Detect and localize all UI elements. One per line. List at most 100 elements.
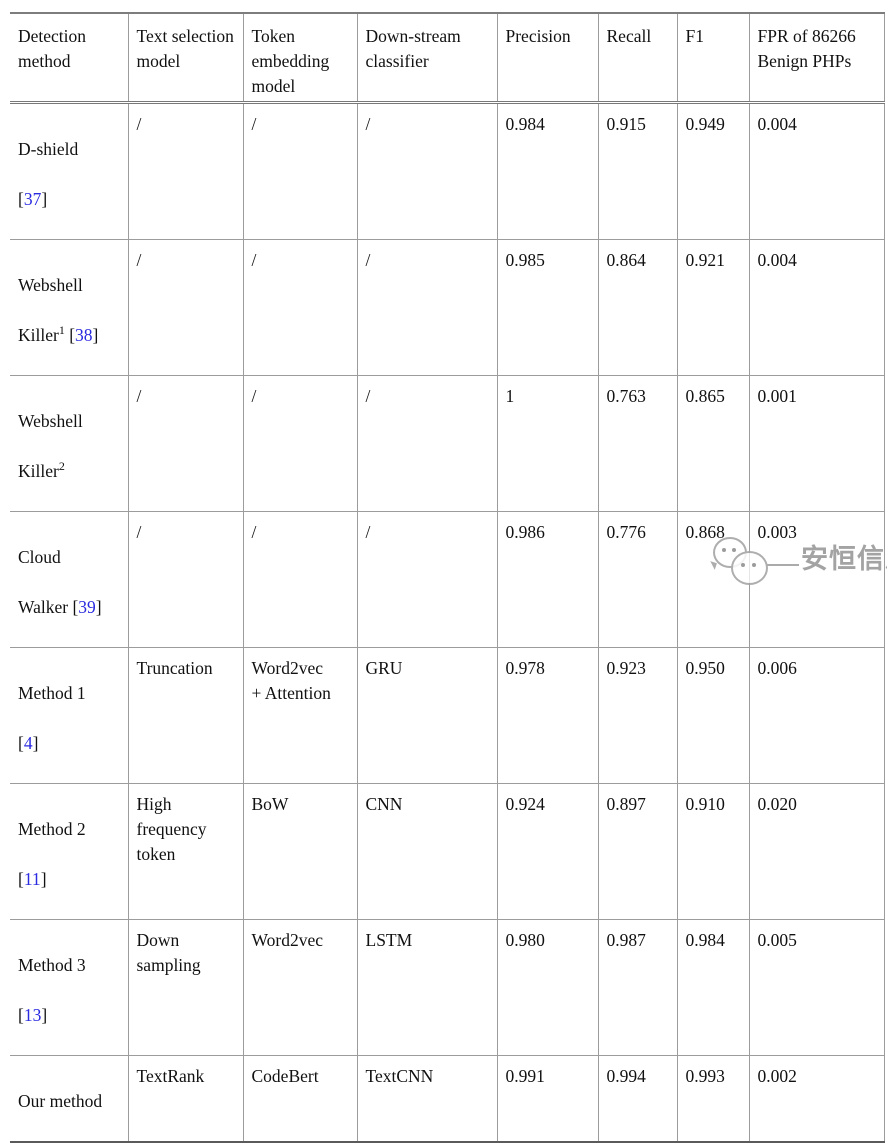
cell-method: D-shield [37] (10, 102, 129, 240)
cell-fpr: 0.003 (749, 511, 885, 648)
cell-recall: 0.994 (598, 1055, 678, 1143)
cell-precision: 1 (497, 375, 599, 512)
method-name: D-shield (18, 139, 79, 159)
results-table: Detection method Text selection model To… (10, 12, 885, 1143)
method-name: Webshell (18, 275, 83, 295)
cell-precision: 0.985 (497, 239, 599, 376)
cell-classifier: / (357, 239, 498, 376)
table-row: D-shield [37] / / / 0.984 0.915 0.949 0.… (10, 102, 885, 240)
cell-fpr: 0.004 (749, 102, 885, 240)
cell-f1: 0.949 (677, 102, 750, 240)
cell-method: Webshell Killer2 (10, 375, 129, 512)
cell-recall: 0.776 (598, 511, 678, 648)
method-name: Cloud (18, 547, 61, 567)
cell-f1: 0.865 (677, 375, 750, 512)
cell-classifier: CNN (357, 783, 498, 920)
cell-classifier: GRU (357, 647, 498, 784)
table-row: Our method TextRank CodeBert TextCNN 0.9… (10, 1055, 885, 1143)
cell-method: Webshell Killer1 [38] (10, 239, 129, 376)
col-header-precision: Precision (497, 13, 599, 104)
cell-token-embedding: CodeBert (243, 1055, 358, 1143)
method-line2: [37] (18, 189, 48, 209)
cell-text-selection: / (128, 511, 244, 648)
method-name: Our method (18, 1091, 103, 1111)
cell-method: Our method (10, 1055, 129, 1143)
method-line2: [13] (18, 1005, 48, 1025)
method-line2: Killer2 (18, 459, 65, 481)
method-line2: [4] (18, 733, 39, 753)
cell-text-selection: TextRank (128, 1055, 244, 1143)
cell-token-embedding: / (243, 102, 358, 240)
cell-token-embedding: / (243, 375, 358, 512)
cell-text-selection: / (128, 375, 244, 512)
header-row: Detection method Text selection model To… (10, 13, 885, 104)
col-header-fpr: FPR of 86266 Benign PHPs (749, 13, 885, 104)
cell-f1: 0.993 (677, 1055, 750, 1143)
cell-classifier: / (357, 102, 498, 240)
method-name: Method 3 (18, 955, 86, 975)
cell-token-embedding: Word2vec (243, 919, 358, 1056)
cell-classifier: / (357, 375, 498, 512)
cell-text-selection: / (128, 102, 244, 240)
table-row: Webshell Killer2 / / / 1 0.763 0.865 0.0… (10, 375, 885, 512)
cell-recall: 0.923 (598, 647, 678, 784)
cell-precision: 0.980 (497, 919, 599, 1056)
cell-fpr: 0.004 (749, 239, 885, 376)
table-row: Method 1 [4] Truncation Word2vec + Atten… (10, 647, 885, 784)
cell-recall: 0.897 (598, 783, 678, 920)
cell-method: Method 1 [4] (10, 647, 129, 784)
cell-f1: 0.910 (677, 783, 750, 920)
cell-precision: 0.924 (497, 783, 599, 920)
cell-fpr: 0.005 (749, 919, 885, 1056)
cell-method: Method 2 [11] (10, 783, 129, 920)
citation-link[interactable]: 38 (75, 325, 93, 345)
cell-text-selection: Truncation (128, 647, 244, 784)
cell-recall: 0.987 (598, 919, 678, 1056)
cell-token-embedding: Word2vec + Attention (243, 647, 358, 784)
cell-method: Cloud Walker [39] (10, 511, 129, 648)
table-row: Cloud Walker [39] / / / 0.986 0.776 0.86… (10, 511, 885, 648)
cell-method: Method 3 [13] (10, 919, 129, 1056)
cell-token-embedding: / (243, 511, 358, 648)
cell-precision: 0.984 (497, 102, 599, 240)
col-header-token-embedding-model: Token embedding model (243, 13, 358, 104)
cell-fpr: 0.020 (749, 783, 885, 920)
table-row: Method 2 [11] High frequency token BoW C… (10, 783, 885, 920)
method-name: Method 2 (18, 819, 86, 839)
method-line2: Killer1 [38] (18, 323, 99, 345)
cell-classifier: / (357, 511, 498, 648)
cell-fpr: 0.001 (749, 375, 885, 512)
cell-token-embedding: BoW (243, 783, 358, 920)
col-header-recall: Recall (598, 13, 678, 104)
cell-precision: 0.991 (497, 1055, 599, 1143)
citation-link[interactable]: 13 (23, 1005, 42, 1025)
method-line2: Walker [39] (18, 597, 102, 617)
cell-precision: 0.986 (497, 511, 599, 648)
cell-fpr: 0.002 (749, 1055, 885, 1143)
cell-fpr: 0.006 (749, 647, 885, 784)
col-header-f1: F1 (677, 13, 750, 104)
cell-classifier: TextCNN (357, 1055, 498, 1143)
citation-link[interactable]: 37 (23, 189, 42, 209)
table-row: Webshell Killer1 [38] / / / 0.985 0.864 … (10, 239, 885, 376)
cell-text-selection: Down sampling (128, 919, 244, 1056)
cell-precision: 0.978 (497, 647, 599, 784)
cell-f1: 0.984 (677, 919, 750, 1056)
citation-link[interactable]: 11 (23, 869, 41, 889)
citation-link[interactable]: 4 (23, 733, 33, 753)
cell-f1: 0.950 (677, 647, 750, 784)
col-header-text-selection-model: Text selection model (128, 13, 244, 104)
cell-f1: 0.921 (677, 239, 750, 376)
method-name: Method 1 (18, 683, 86, 703)
cell-text-selection: / (128, 239, 244, 376)
method-line2: [11] (18, 869, 47, 889)
cell-recall: 0.763 (598, 375, 678, 512)
cell-recall: 0.864 (598, 239, 678, 376)
col-header-downstream-classifier: Down-stream classifier (357, 13, 498, 104)
table-row: Method 3 [13] Down sampling Word2vec LST… (10, 919, 885, 1056)
cell-token-embedding: / (243, 239, 358, 376)
cell-f1: 0.868 (677, 511, 750, 648)
cell-recall: 0.915 (598, 102, 678, 240)
citation-link[interactable]: 39 (78, 597, 96, 617)
method-name: Webshell (18, 411, 83, 431)
